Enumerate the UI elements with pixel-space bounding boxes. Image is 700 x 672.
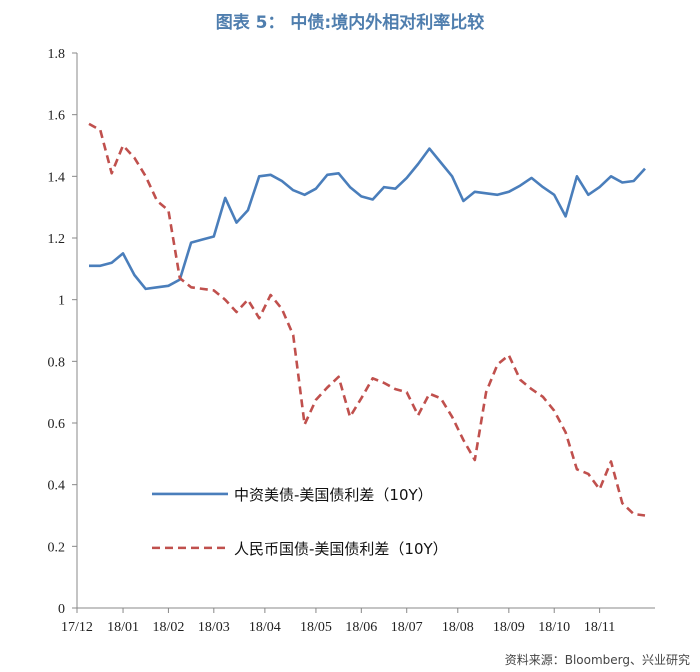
legend: 中资美债-美国债利差（10Y） 人民币国债-美国债利差（10Y） bbox=[152, 486, 448, 558]
x-tick-label: 18/04 bbox=[249, 620, 281, 635]
y-tick-label: 1.2 bbox=[48, 232, 66, 247]
series-layer bbox=[88, 122, 646, 517]
y-tick-label: 0.2 bbox=[48, 540, 66, 555]
series-line-2 bbox=[88, 122, 646, 517]
chart-title: 图表 5： 中债:境内外相对利率比较 bbox=[216, 12, 484, 33]
y-tick-label: 0.6 bbox=[48, 417, 66, 432]
x-tick-label: 18/01 bbox=[107, 620, 139, 635]
x-tick-label: 18/02 bbox=[152, 620, 184, 635]
x-tick-label: 18/07 bbox=[391, 620, 423, 635]
legend-label-1: 中资美债-美国债利差（10Y） bbox=[234, 486, 433, 504]
x-tick-label: 18/05 bbox=[300, 620, 332, 635]
source-note: 资料来源：Bloomberg、兴业研究 bbox=[505, 652, 690, 667]
x-tick-label: 17/12 bbox=[61, 620, 93, 635]
x-tick-label: 18/03 bbox=[198, 620, 230, 635]
axes: 0 0.2 0.4 0.6 0.8 1 1.2 1.4 1.6 1.8 17/12 18/01 18/0… bbox=[48, 47, 655, 635]
x-tick-label: 18/09 bbox=[493, 620, 525, 635]
legend-label-2: 人民币国债-美国债利差（10Y） bbox=[234, 540, 448, 558]
y-tick-label: 1.8 bbox=[48, 47, 66, 62]
x-tick-label: 18/10 bbox=[538, 620, 570, 635]
y-tick-label: 0.4 bbox=[48, 479, 66, 494]
series-line-1 bbox=[89, 147, 646, 291]
y-tick-label: 1.4 bbox=[48, 170, 66, 185]
y-tick-label: 0.8 bbox=[48, 355, 66, 370]
y-tick-label: 1.6 bbox=[48, 109, 66, 124]
x-tick-label: 18/08 bbox=[442, 620, 474, 635]
y-tick-label: 0 bbox=[58, 602, 65, 617]
x-tick-label: 18/11 bbox=[584, 620, 615, 635]
y-tick-label: 1 bbox=[58, 294, 65, 309]
x-tick-label: 18/06 bbox=[345, 620, 377, 635]
